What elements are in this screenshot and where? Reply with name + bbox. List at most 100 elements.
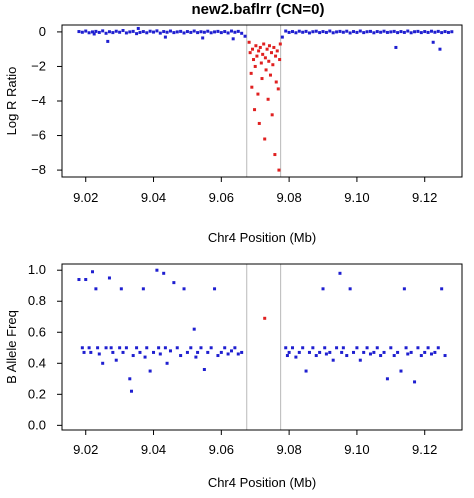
data-point [253, 64, 257, 68]
data-point [253, 108, 257, 112]
data-point [375, 30, 379, 34]
y-tick-label: −2 [31, 58, 46, 73]
data-point [419, 31, 423, 35]
data-point [82, 350, 86, 354]
data-point [141, 287, 145, 291]
data-point [423, 30, 427, 34]
data-point [192, 327, 196, 331]
data-point [109, 346, 113, 350]
data-point [213, 287, 217, 291]
data-point [135, 32, 139, 36]
data-point [274, 80, 278, 84]
data-point [77, 30, 81, 34]
data-point [236, 29, 240, 33]
data-point [131, 29, 135, 33]
data-point [131, 354, 135, 358]
data-point [438, 47, 442, 51]
data-point [119, 287, 123, 291]
data-point [338, 271, 342, 275]
data-point [402, 30, 406, 34]
data-point [145, 31, 149, 35]
data-point [92, 32, 96, 36]
data-point [252, 58, 256, 62]
x-tick-label: 9.08 [276, 190, 301, 205]
data-point [450, 30, 454, 34]
data-point [114, 358, 118, 362]
y-tick-label: 0.0 [28, 417, 46, 432]
data-point [284, 346, 288, 350]
data-point [106, 39, 110, 43]
data-point [297, 350, 301, 354]
data-point [182, 287, 186, 291]
data-point [111, 31, 115, 35]
data-point [362, 31, 366, 35]
data-point [394, 45, 398, 49]
data-point [274, 54, 278, 58]
data-point [328, 29, 332, 33]
data-point [163, 346, 167, 350]
data-point [155, 29, 159, 33]
data-point [206, 29, 210, 33]
data-point [365, 346, 369, 350]
data-point [314, 29, 318, 33]
data-point [138, 30, 142, 34]
data-point [345, 29, 349, 33]
data-point [270, 113, 274, 117]
data-point [406, 29, 410, 33]
data-point [362, 350, 366, 354]
data-point [257, 49, 261, 53]
data-point [162, 30, 166, 34]
data-point [236, 352, 240, 356]
data-point [385, 30, 389, 34]
data-point [341, 30, 345, 34]
data-point [209, 346, 213, 350]
data-point [172, 31, 176, 35]
x-tick-label: 9.12 [412, 190, 437, 205]
data-point [338, 29, 342, 33]
data-point [158, 352, 162, 356]
data-point [233, 30, 237, 34]
data-point [152, 350, 156, 354]
data-point [291, 30, 295, 34]
data-point [206, 350, 210, 354]
data-point [307, 31, 311, 35]
y-tick-label: −8 [31, 162, 46, 177]
data-point [216, 29, 220, 33]
data-point [101, 361, 105, 365]
data-point [368, 29, 372, 33]
data-point [91, 270, 95, 274]
data-point [124, 346, 128, 350]
data-point [165, 30, 169, 34]
data-point [429, 29, 433, 33]
data-point [258, 45, 262, 49]
data-point [426, 346, 430, 350]
data-point [141, 30, 145, 34]
y-tick-label: 0 [39, 24, 46, 39]
series-1 [77, 268, 447, 393]
data-point [311, 346, 315, 350]
data-point [226, 31, 230, 35]
data-point [84, 29, 88, 33]
data-point [335, 30, 339, 34]
data-point [404, 346, 408, 350]
data-point [416, 29, 420, 33]
y-tick-label: 0.2 [28, 386, 46, 401]
data-point [331, 358, 335, 362]
data-point [223, 30, 227, 34]
x-tick-label: 9.04 [141, 442, 166, 457]
data-point [304, 29, 308, 33]
data-point [233, 346, 237, 350]
data-point [136, 26, 140, 30]
x-tick-label: 9.10 [344, 442, 369, 457]
data-point [255, 54, 259, 58]
data-point [355, 346, 359, 350]
data-point [104, 346, 108, 350]
y-axis-label: Log R Ratio [4, 67, 19, 136]
data-point [321, 30, 325, 34]
data-point [423, 350, 427, 354]
data-point [124, 31, 128, 35]
data-point [179, 354, 183, 358]
data-point [433, 350, 437, 354]
data-point [413, 380, 417, 384]
